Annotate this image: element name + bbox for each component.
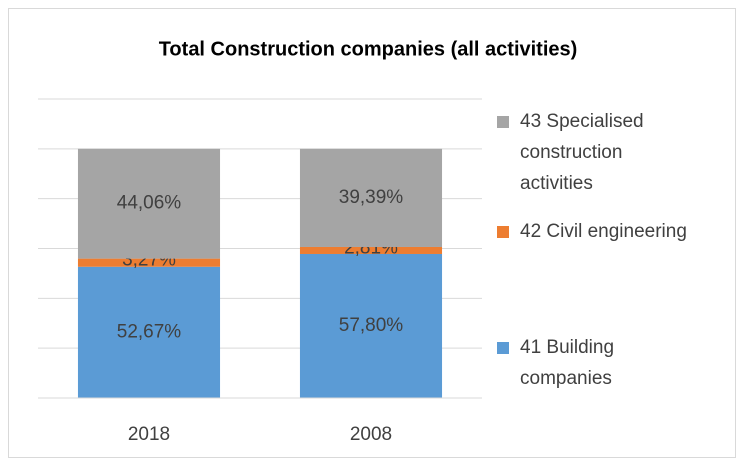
- data-label: 39,39%: [339, 187, 404, 208]
- bar-segment: [77, 258, 221, 267]
- data-label: 57,80%: [339, 315, 404, 336]
- legend-label: 43 Specialised construction activities: [520, 111, 644, 194]
- bar-segment: [299, 253, 443, 398]
- bar-segment: [77, 266, 221, 398]
- data-label: 44,06%: [117, 193, 182, 214]
- bar-segment: [77, 148, 221, 259]
- legend-swatch: [497, 342, 509, 354]
- legend-swatch: [497, 226, 509, 238]
- legend-label: 42 Civil engineering: [520, 221, 687, 242]
- bar-segment: [299, 148, 443, 247]
- bar-segment: [299, 246, 443, 254]
- data-label: 52,67%: [117, 321, 182, 342]
- chart-title: Total Construction companies (all activi…: [159, 38, 578, 60]
- x-tick-label: 2008: [350, 424, 392, 445]
- legend-label: 41 Building companies: [520, 337, 615, 389]
- legend-swatch: [497, 116, 509, 128]
- x-tick-label: 2018: [128, 424, 170, 445]
